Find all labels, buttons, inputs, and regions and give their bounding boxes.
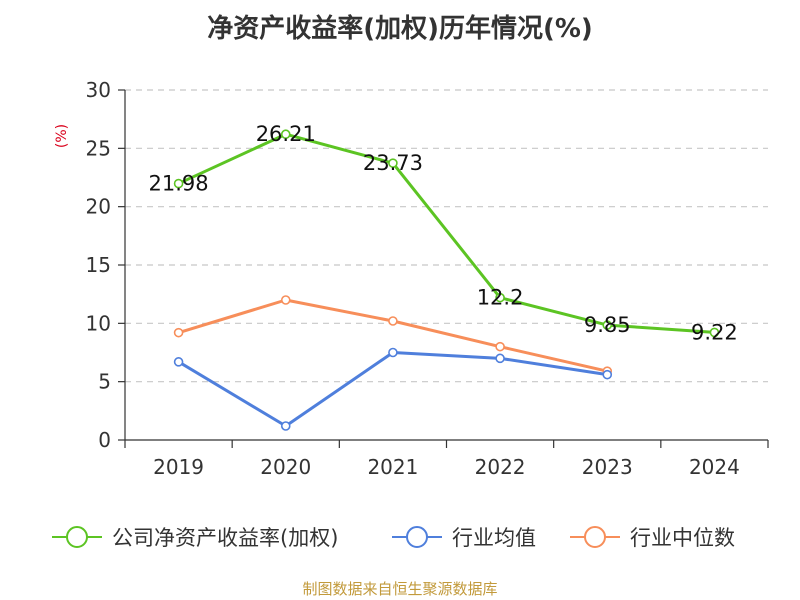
y-tick-label: 30 [86, 78, 111, 102]
y-tick-label: 5 [98, 370, 111, 394]
legend-label: 公司净资产收益率(加权) [112, 526, 338, 550]
legend-swatch-marker [584, 526, 606, 548]
series-point-0 [495, 292, 505, 303]
x-tick-label: 2019 [153, 455, 204, 479]
series-line-1 [177, 351, 608, 428]
y-tick-label: 25 [86, 136, 111, 160]
y-tick-label: 10 [86, 311, 111, 335]
data-label: 21.98 [149, 172, 209, 196]
series-line-0 [177, 132, 715, 334]
data-label: 23.73 [363, 151, 423, 175]
series-point-1 [173, 357, 184, 367]
x-tick-label: 2022 [475, 455, 526, 479]
series-point-1 [388, 347, 398, 358]
series-point-0 [602, 320, 613, 330]
source-note: 制图数据来自恒生聚源数据库 [302, 580, 498, 598]
legend-swatch-marker [66, 526, 88, 548]
data-label: 26.21 [256, 122, 316, 146]
series-point-1 [280, 421, 291, 431]
data-label: 9.85 [584, 313, 631, 337]
y-tick-label: 20 [86, 195, 111, 219]
series-point-0 [388, 158, 398, 168]
chart-title: 净资产收益率(加权)历年情况(%) [207, 14, 593, 44]
legend-label: 行业均值 [452, 526, 536, 550]
series-point-2 [173, 327, 184, 338]
series-point-1 [602, 369, 613, 380]
x-tick-label: 2021 [367, 455, 418, 479]
series-line-2 [178, 298, 608, 373]
legend-swatch-marker [406, 526, 428, 548]
legend-label: 行业中位数 [630, 526, 735, 550]
series-point-2 [280, 295, 291, 305]
data-label: 12.2 [477, 286, 524, 310]
series-point-1 [495, 353, 505, 364]
series-point-0 [280, 129, 291, 140]
series-point-2 [388, 316, 398, 326]
y-tick-label: 0 [98, 428, 111, 452]
series-point-0 [709, 327, 720, 338]
series-point-0 [173, 178, 184, 189]
x-tick-label: 2020 [260, 455, 311, 479]
y-tick-label: 15 [86, 253, 111, 277]
x-tick-label: 2024 [689, 455, 740, 479]
x-tick-label: 2023 [582, 455, 633, 479]
series-point-2 [495, 341, 505, 352]
data-label: 9.22 [691, 320, 738, 344]
